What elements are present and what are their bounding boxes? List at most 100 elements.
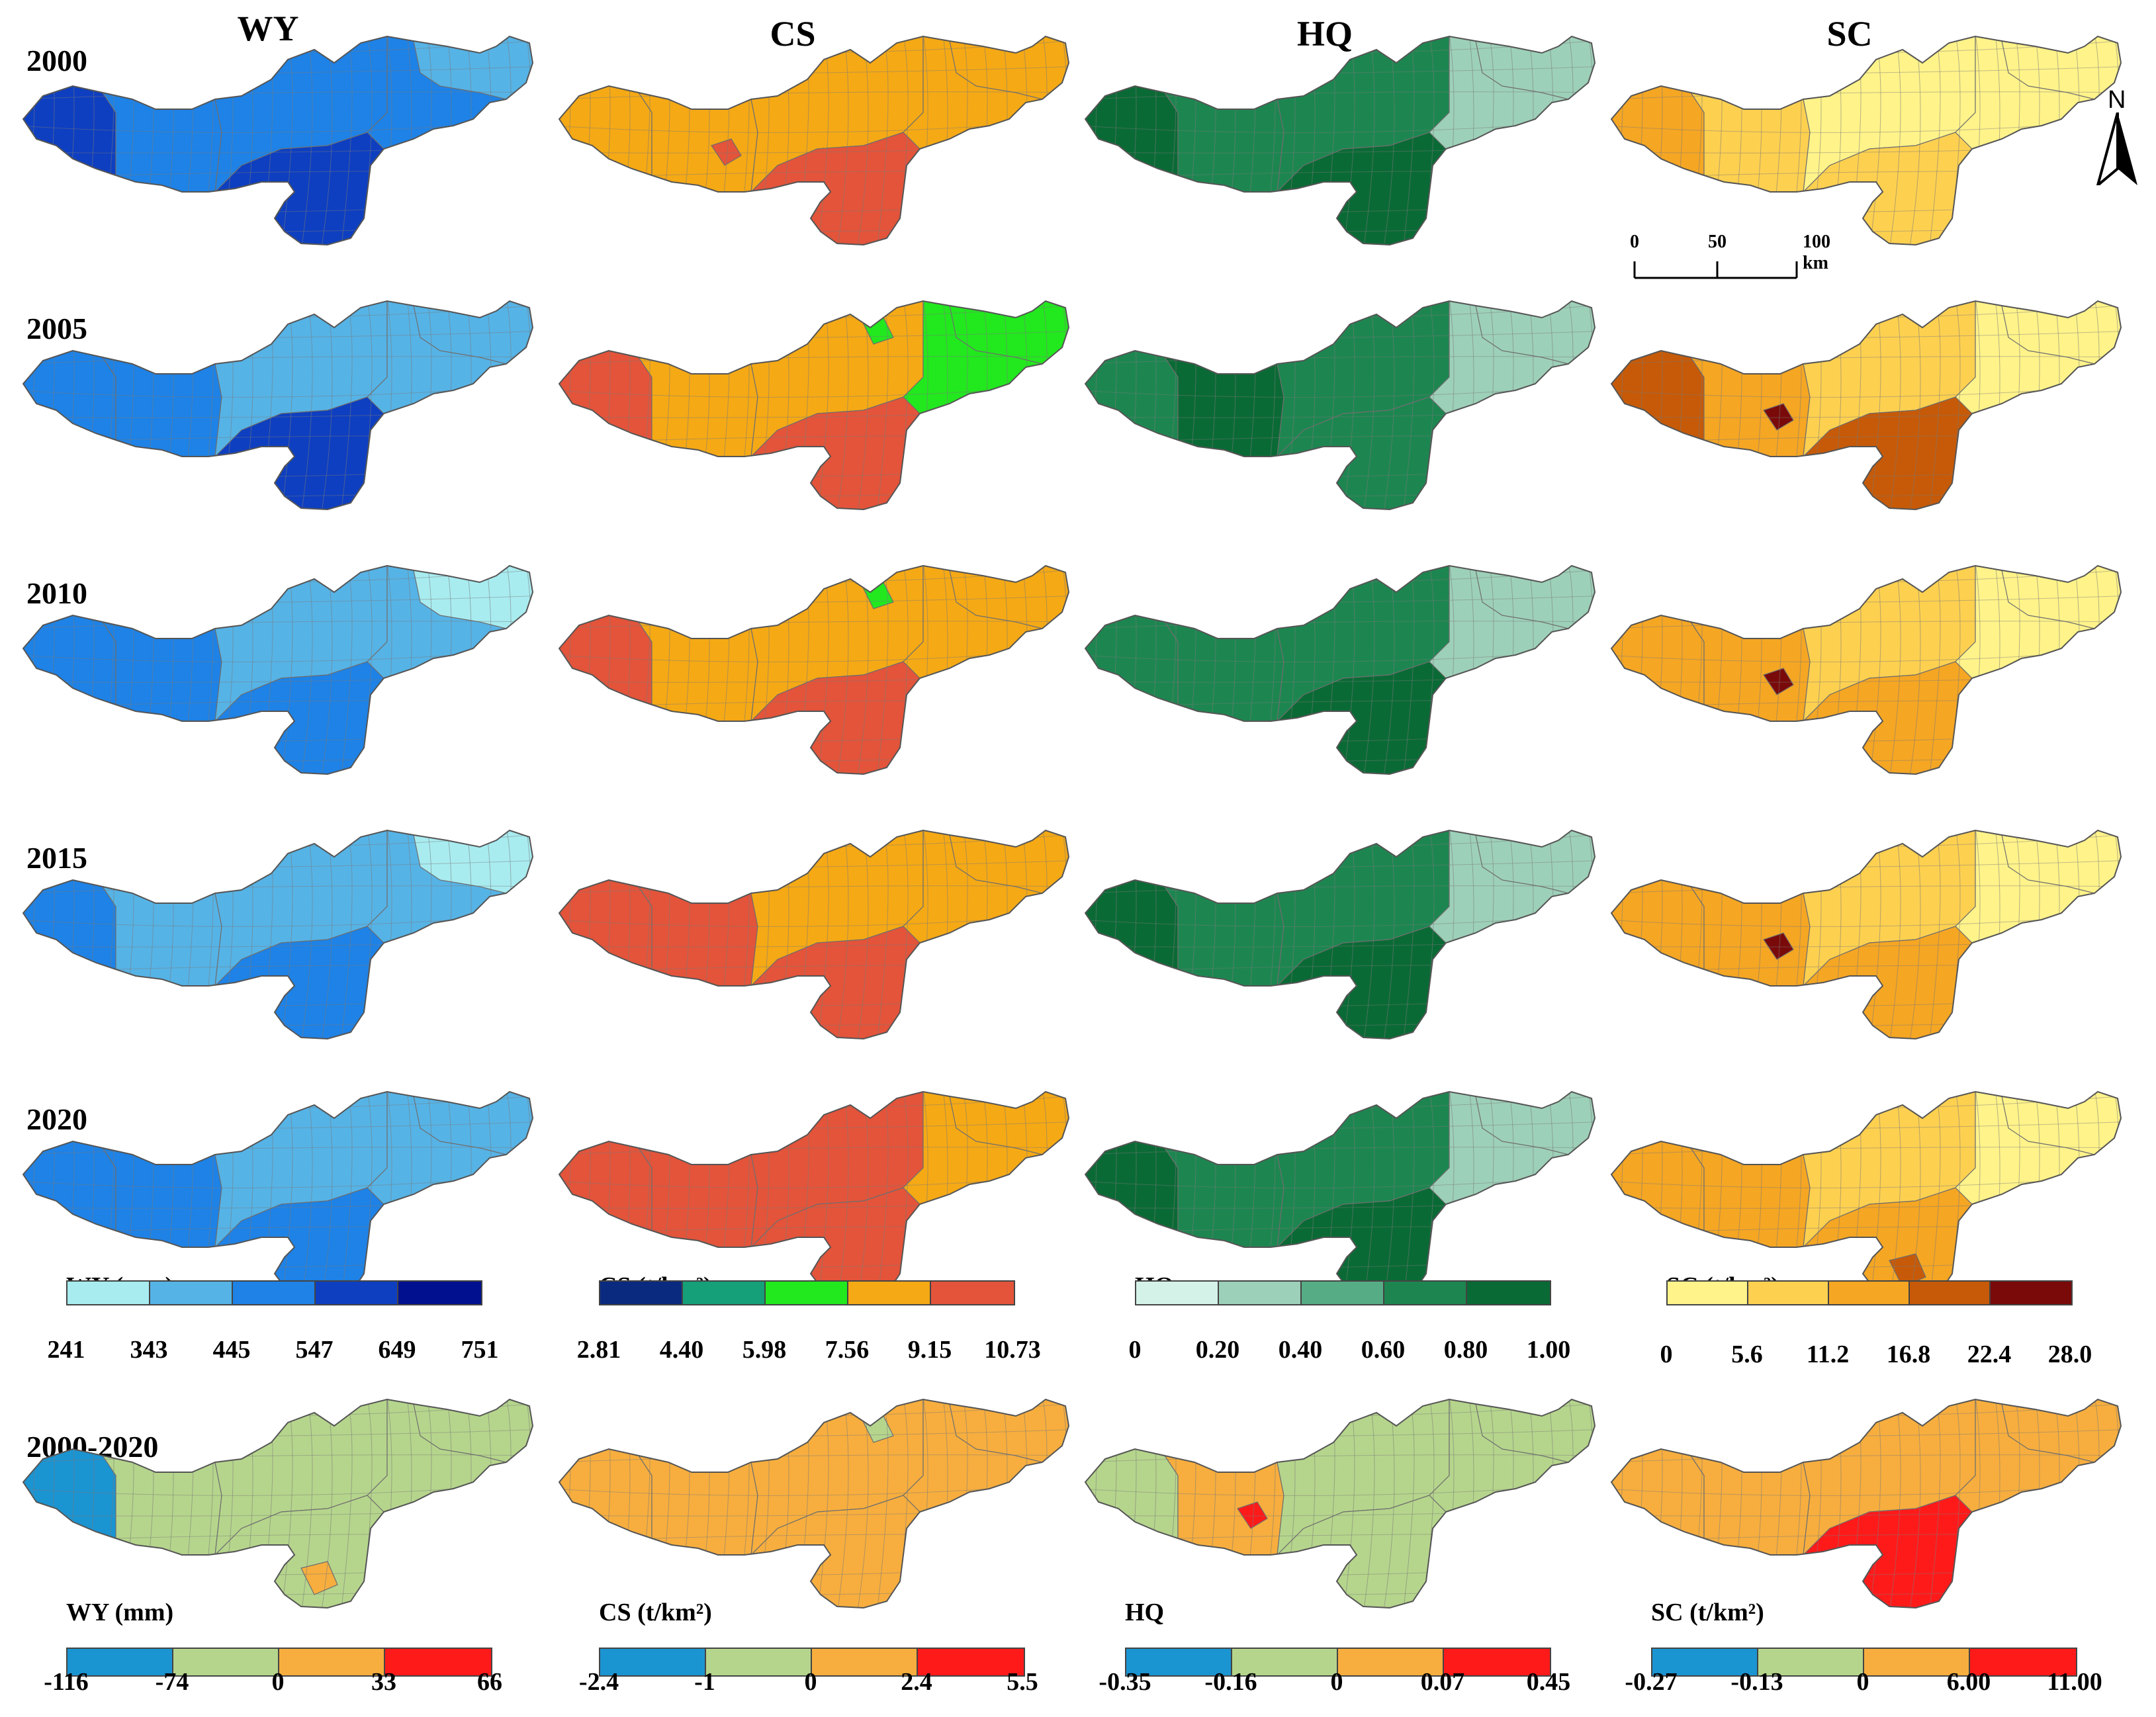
row-label-2005: 2005 (26, 312, 87, 345)
basin-outline (1084, 564, 1596, 775)
legend-tick-wy_change-4: 66 (477, 1668, 502, 1696)
legend-tick-wy_change-0: -116 (44, 1668, 89, 1696)
region-west (559, 85, 652, 176)
legend-tick-cs_change-1: -1 (694, 1668, 715, 1696)
basin-outline (558, 35, 1070, 246)
legend-swatch-hq-1 (1219, 1282, 1302, 1304)
legend-swatch-cs-4 (931, 1282, 1014, 1304)
legend-tick-sc-3: 16.8 (1886, 1341, 1931, 1368)
legend-tick-sc_change-2: 0 (1856, 1668, 1869, 1696)
legend-bar-sc_change (1651, 1648, 2077, 1677)
row-label-2000: 2000 (26, 44, 87, 77)
region-spot1 (711, 138, 742, 166)
map-cs-2010 (553, 562, 1082, 781)
column-title-cs: CS (770, 14, 816, 54)
map-sc-2005 (1605, 298, 2134, 516)
region-spot2 (300, 1561, 338, 1595)
legend-bar-wy (66, 1280, 482, 1305)
map-hq-2000 (1079, 33, 1608, 251)
legend-title-cs_change: CS (t/km²) (599, 1599, 712, 1626)
legend-swatch-hq_change-1 (1232, 1649, 1338, 1675)
map-cs-2000 (553, 33, 1082, 251)
map-wy-2015 (17, 827, 546, 1045)
region-west (1611, 350, 1705, 441)
scale-label-100: 100 km (1803, 232, 1830, 273)
legend-bar-sc (1666, 1280, 2073, 1305)
legend-swatch-wy-2 (233, 1282, 316, 1304)
legend-bar-hq_change (1125, 1648, 1551, 1677)
region-spot2 (1889, 1253, 1926, 1288)
legend-tick-cs_change-2: 0 (804, 1668, 817, 1696)
region-west (559, 350, 652, 441)
legend-tick-hq_change-1: -0.16 (1204, 1668, 1257, 1696)
legend-swatch-wy-1 (150, 1282, 233, 1304)
map-wy-2000-2020 (17, 1396, 546, 1614)
legend-tick-sc-2: 11.2 (1806, 1341, 1850, 1368)
region-west (1085, 1141, 1179, 1231)
map-wy-2000 (17, 33, 546, 251)
legend-tick-sc-1: 5.6 (1731, 1341, 1763, 1368)
region-spot1 (1237, 1501, 1268, 1529)
basin-outline (1610, 1398, 2122, 1609)
north-label: N (2108, 86, 2126, 114)
legend-tick-wy-2: 445 (212, 1336, 251, 1364)
legend-swatch-hq-3 (1384, 1282, 1467, 1304)
legend-tick-hq-2: 0.40 (1278, 1336, 1323, 1364)
basin-outline (22, 1090, 534, 1301)
scale-bar: 0 50 100 km (1628, 232, 1830, 291)
basin-outline (1084, 829, 1596, 1040)
legend-tick-cs-4: 9.15 (907, 1336, 952, 1364)
region-west (1085, 350, 1179, 441)
legend-swatch-hq_change-2 (1338, 1649, 1444, 1675)
legend-swatch-sc_change-0 (1652, 1649, 1758, 1675)
legend-tick-hq_change-4: 0.45 (1526, 1668, 1571, 1696)
basin-outline (1610, 35, 2122, 246)
region-west (1611, 1141, 1705, 1231)
legend-swatch-wy-4 (398, 1282, 481, 1304)
map-wy-2010 (17, 562, 546, 781)
legend-tick-wy_change-1: -74 (155, 1668, 189, 1696)
region-west (23, 1141, 116, 1231)
legend-swatch-cs-3 (848, 1282, 931, 1304)
map-hq-2015 (1079, 827, 1608, 1045)
legend-swatch-hq-4 (1467, 1282, 1550, 1304)
map-hq-2005 (1079, 298, 1608, 516)
legend-bar-cs_change (599, 1648, 1025, 1677)
legend-swatch-cs-1 (683, 1282, 766, 1304)
legend-swatch-cs_change-2 (812, 1649, 918, 1675)
legend-tick-sc-0: 0 (1660, 1341, 1673, 1368)
legend-tick-wy-3: 547 (295, 1336, 334, 1364)
legend-bar-wy_change (66, 1648, 492, 1677)
map-cs-2020 (553, 1088, 1082, 1307)
north-arrow: N (2094, 86, 2141, 185)
legend-tick-hq_change-0: -0.35 (1099, 1668, 1151, 1696)
legend-swatch-sc-0 (1668, 1282, 1748, 1304)
region-west (1611, 615, 1705, 705)
basin-outline (1610, 564, 2122, 775)
region-west (23, 350, 116, 441)
basin-outline (1084, 1090, 1596, 1301)
legend-title-sc_change: SC (t/km²) (1651, 1599, 1764, 1626)
legend-swatch-cs_change-1 (706, 1649, 812, 1675)
map-sc-2020 (1605, 1088, 2134, 1307)
legend-swatch-wy-3 (316, 1282, 398, 1304)
basin-outline (1610, 829, 2122, 1040)
legend-swatch-cs_change-3 (918, 1649, 1024, 1675)
legend-tick-sc_change-4: 11.00 (2047, 1668, 2102, 1696)
map-wy-2005 (17, 298, 546, 516)
column-title-wy: WY (237, 9, 299, 48)
legend-swatch-cs-2 (766, 1282, 848, 1304)
basin-outline (558, 564, 1070, 775)
legend-tick-cs_change-3: 2.4 (901, 1668, 932, 1696)
basin-outline (1610, 1090, 2122, 1301)
basin-outline (22, 829, 534, 1040)
map-sc-2015 (1605, 827, 2134, 1045)
legend-tick-cs_change-0: -2.4 (578, 1668, 619, 1696)
basin-outline (558, 1090, 1070, 1301)
legend-swatch-wy_change-2 (279, 1649, 385, 1675)
map-hq-2020 (1079, 1088, 1608, 1307)
map-cs-2005 (553, 298, 1082, 516)
legend-tick-hq-4: 0.80 (1443, 1336, 1488, 1364)
legend-tick-sc_change-0: -0.27 (1625, 1668, 1678, 1696)
legend-title-hq_change: HQ (1125, 1599, 1165, 1626)
